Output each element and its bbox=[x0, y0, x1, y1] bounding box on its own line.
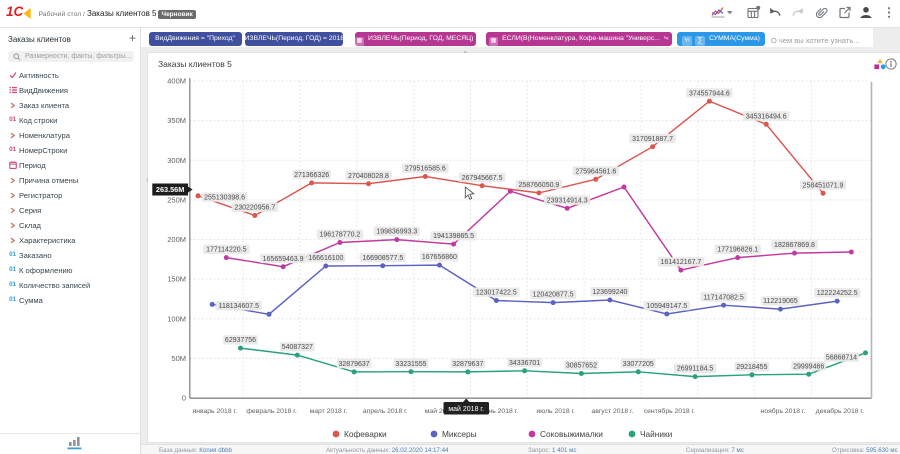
svg-text:февраль 2018 г.: февраль 2018 г. bbox=[246, 408, 297, 415]
svg-text:194139865.5: 194139865.5 bbox=[433, 233, 474, 240]
svg-text:250M: 250M bbox=[167, 196, 186, 205]
svg-text:сентябрь 2018 г.: сентябрь 2018 г. bbox=[644, 407, 695, 415]
svg-text:120420877.5: 120420877.5 bbox=[533, 292, 574, 299]
svg-text:56868714: 56868714 bbox=[826, 355, 857, 362]
svg-text:165659463.9: 165659463.9 bbox=[263, 256, 304, 263]
svg-text:350M: 350M bbox=[167, 116, 186, 125]
svg-text:ноябрь 2018 г.: ноябрь 2018 г. bbox=[761, 407, 806, 415]
svg-text:182867869.8: 182867869.8 bbox=[774, 242, 815, 249]
svg-text:январь 2018 г.: январь 2018 г. bbox=[193, 408, 238, 415]
svg-text:май 2018 г.: май 2018 г. bbox=[425, 407, 460, 415]
svg-text:33077205: 33077205 bbox=[623, 361, 654, 368]
svg-text:54087327: 54087327 bbox=[282, 344, 313, 351]
svg-text:50M: 50M bbox=[171, 354, 186, 363]
svg-text:177196826.1: 177196826.1 bbox=[717, 247, 758, 254]
svg-text:258766050.9: 258766050.9 bbox=[518, 182, 559, 189]
svg-text:317091887.7: 317091887.7 bbox=[632, 136, 673, 143]
svg-text:Соковыжималки: Соковыжималки bbox=[540, 429, 603, 439]
svg-text:300M: 300M bbox=[167, 156, 186, 165]
svg-text:123699240: 123699240 bbox=[592, 289, 627, 296]
svg-text:270408028.8: 270408028.8 bbox=[348, 173, 389, 180]
svg-text:26991184.5: 26991184.5 bbox=[677, 366, 714, 373]
svg-text:32879637: 32879637 bbox=[339, 361, 370, 368]
svg-text:255130398.6: 255130398.6 bbox=[204, 195, 245, 202]
svg-text:март 2018 г.: март 2018 г. bbox=[310, 408, 348, 415]
svg-text:263.56M: 263.56M bbox=[156, 185, 184, 194]
svg-text:258451071.9: 258451071.9 bbox=[803, 182, 844, 189]
svg-text:июль 2018 г.: июль 2018 г. bbox=[536, 408, 575, 415]
svg-text:267945667.5: 267945667.5 bbox=[462, 175, 503, 182]
svg-text:279516585.6: 279516585.6 bbox=[405, 166, 446, 173]
svg-text:199836993.3: 199836993.3 bbox=[376, 229, 417, 236]
svg-text:117147082.5: 117147082.5 bbox=[703, 294, 743, 301]
svg-text:0: 0 bbox=[182, 394, 186, 403]
svg-text:200M: 200M bbox=[167, 235, 186, 244]
svg-text:239314914.3: 239314914.3 bbox=[547, 197, 588, 204]
svg-text:30857652: 30857652 bbox=[566, 363, 597, 370]
svg-text:275964561.6: 275964561.6 bbox=[575, 168, 616, 175]
svg-text:166616100: 166616100 bbox=[308, 255, 343, 262]
svg-text:32879637: 32879637 bbox=[452, 361, 483, 368]
svg-text:105949147.5: 105949147.5 bbox=[646, 303, 687, 310]
svg-text:150M: 150M bbox=[167, 275, 186, 284]
svg-text:196178770.2: 196178770.2 bbox=[319, 232, 360, 239]
svg-text:230220956.7: 230220956.7 bbox=[234, 205, 275, 212]
svg-text:Чайники: Чайники bbox=[640, 429, 673, 439]
svg-text:33231555: 33231555 bbox=[395, 361, 426, 368]
svg-text:122224252.5: 122224252.5 bbox=[817, 290, 858, 297]
svg-text:374557944.6: 374557944.6 bbox=[689, 90, 730, 97]
svg-text:Кофеварки: Кофеварки bbox=[344, 429, 387, 439]
svg-text:167656860: 167656860 bbox=[422, 254, 457, 261]
svg-text:апрель 2018 г.: апрель 2018 г. bbox=[363, 408, 408, 415]
svg-text:Миксеры: Миксеры bbox=[442, 429, 477, 439]
svg-text:400M: 400M bbox=[167, 77, 186, 86]
svg-text:август 2018 г.: август 2018 г. bbox=[591, 408, 633, 415]
svg-text:177114220.5: 177114220.5 bbox=[206, 247, 246, 254]
svg-text:161412167.7: 161412167.7 bbox=[660, 259, 701, 266]
svg-text:34336701: 34336701 bbox=[509, 360, 540, 367]
svg-text:29218455: 29218455 bbox=[736, 364, 767, 371]
svg-text:118134607.5: 118134607.5 bbox=[219, 303, 259, 310]
svg-text:100M: 100M bbox=[167, 314, 186, 323]
svg-text:июнь 2018 г.: июнь 2018 г. bbox=[480, 408, 519, 415]
svg-text:345316494.6: 345316494.6 bbox=[746, 113, 787, 120]
svg-text:271366326: 271366326 bbox=[294, 172, 329, 179]
svg-text:123017422.5: 123017422.5 bbox=[476, 290, 517, 297]
svg-text:112219065: 112219065 bbox=[763, 298, 798, 305]
svg-text:29999466: 29999466 bbox=[793, 363, 824, 370]
svg-text:166908577.5: 166908577.5 bbox=[362, 255, 403, 262]
svg-text:декабрь 2018 г.: декабрь 2018 г. bbox=[816, 407, 864, 415]
svg-text:май 2018 г.: май 2018 г. bbox=[448, 405, 484, 413]
svg-text:62937756: 62937756 bbox=[225, 337, 256, 344]
